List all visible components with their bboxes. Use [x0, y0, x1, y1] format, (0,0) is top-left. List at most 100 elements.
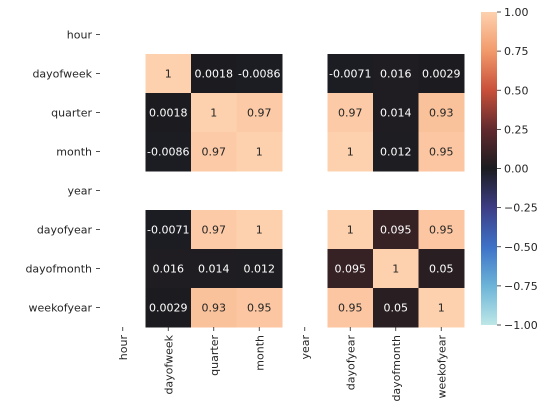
- cell-value-label: 0.97: [247, 107, 272, 120]
- cell-value-label: 0.93: [202, 302, 227, 315]
- heatmap-cell: [418, 93, 465, 133]
- cell-value-label: 0.95: [429, 146, 454, 159]
- heatmap-cell: [145, 93, 192, 133]
- heatmap-cell: [236, 249, 283, 289]
- colorbar-bar: [481, 12, 497, 325]
- y-tick-label: year: [67, 185, 92, 198]
- heatmap-cell: [191, 210, 237, 250]
- heatmap-cell: [418, 210, 465, 250]
- cell-value-label: -0.0086: [238, 68, 280, 81]
- heatmap-cell-labels: 1 0.0018 -0.0086 -0.0071 0.016 0.0029 0.0018 1 0…: [147, 68, 460, 315]
- cell-value-label: -0.0071: [329, 68, 371, 81]
- y-tick-label: quarter: [51, 107, 92, 120]
- x-tick-label: dayofyear: [344, 335, 357, 391]
- heatmap-cell: [236, 54, 283, 94]
- heatmap-cell: [191, 249, 237, 289]
- heatmap-cell: [418, 249, 465, 289]
- y-tick-label: dayofweek: [32, 68, 92, 81]
- heatmap-cell: [418, 54, 465, 94]
- heatmap-cell: [418, 132, 465, 172]
- heatmap-cell: [145, 54, 192, 94]
- heatmap-cell: [327, 288, 374, 328]
- colorbar-tick-label: −0.75: [504, 280, 538, 293]
- colorbar-tick-label: −0.25: [504, 202, 538, 215]
- heatmap-cell: [373, 54, 419, 94]
- cell-value-label: 1: [256, 146, 263, 159]
- colorbar-tick-label: −1.00: [504, 319, 538, 332]
- cell-value-label: 0.095: [335, 263, 367, 276]
- cell-value-label: 0.0029: [149, 302, 188, 315]
- cell-value-label: 0.97: [338, 107, 363, 120]
- cell-value-label: 0.016: [380, 68, 412, 81]
- heatmap-cell: [236, 132, 283, 172]
- cell-value-label: 0.95: [247, 302, 272, 315]
- colorbar-tick-label: 1.00: [504, 6, 529, 19]
- x-tick-label: quarter: [208, 335, 221, 376]
- x-tick-label: year: [299, 335, 312, 360]
- cell-value-label: 0.0018: [149, 107, 188, 120]
- heatmap-cell: [327, 210, 374, 250]
- heatmap-cell: [236, 93, 283, 133]
- cell-value-label: 0.97: [202, 224, 227, 237]
- heatmap-cells: [145, 54, 465, 328]
- x-tick-label: hour: [117, 335, 130, 361]
- heatmap-cell: [327, 54, 374, 94]
- cell-value-label: 0.014: [380, 107, 412, 120]
- x-tick-label: weekofyear: [435, 335, 448, 399]
- cell-value-label: 1: [347, 146, 354, 159]
- x-tick-label: dayofmonth: [390, 335, 403, 402]
- y-axis: hour dayofweek quarter month year dayofyear da…: [25, 29, 100, 315]
- cell-value-label: 0.95: [429, 224, 454, 237]
- heatmap-cell: [191, 54, 237, 94]
- cell-value-label: -0.0086: [147, 146, 189, 159]
- cell-value-label: -0.0071: [147, 224, 189, 237]
- y-tick-label: dayofyear: [37, 224, 93, 237]
- heatmap-cell: [373, 93, 419, 133]
- x-tick-label: month: [253, 335, 266, 371]
- heatmap-cell: [373, 132, 419, 172]
- cell-value-label: 1: [256, 224, 263, 237]
- heatmap-cell: [145, 132, 192, 172]
- heatmap-cell: [236, 210, 283, 250]
- cell-value-label: 1: [165, 68, 172, 81]
- heatmap-cell: [418, 288, 465, 328]
- colorbar-tick-label: −0.50: [504, 241, 538, 254]
- cell-value-label: 1: [392, 263, 399, 276]
- heatmap-cell: [191, 288, 237, 328]
- cell-value-label: 0.095: [380, 224, 412, 237]
- colorbar-tick-label: 0.50: [504, 84, 529, 97]
- heatmap-cell: [191, 132, 237, 172]
- heatmap-cell: [145, 249, 192, 289]
- x-axis: hour dayofweek quarter month year dayofyear da…: [117, 327, 448, 402]
- y-tick-label: month: [56, 146, 92, 159]
- heatmap-cell: [236, 288, 283, 328]
- y-tick-label: weekofyear: [29, 302, 93, 315]
- colorbar: 1.00 0.75 0.50 0.25 0.00 −0.25 −0.50 −0.75 −1.00: [481, 6, 538, 332]
- cell-value-label: 0.0018: [195, 68, 234, 81]
- colorbar-tick-label: 0.75: [504, 45, 529, 58]
- colorbar-tick-label: 0.25: [504, 123, 529, 136]
- heatmap-cell: [373, 210, 419, 250]
- heatmap-cell: [373, 288, 419, 328]
- heatmap-cell: [327, 93, 374, 133]
- cell-value-label: 0.014: [198, 263, 230, 276]
- heatmap-cell: [373, 249, 419, 289]
- cell-value-label: 0.05: [429, 263, 454, 276]
- colorbar-tick-label: 0.00: [504, 163, 529, 176]
- x-tick-label: dayofweek: [162, 334, 175, 394]
- cell-value-label: 1: [347, 224, 354, 237]
- cell-value-label: 0.95: [338, 302, 363, 315]
- heatmap-cell: [191, 93, 237, 133]
- cell-value-label: 0.012: [244, 263, 276, 276]
- cell-value-label: 1: [210, 107, 217, 120]
- heatmap-cell: [145, 210, 192, 250]
- y-tick-label: hour: [67, 29, 93, 42]
- heatmap-cell: [145, 288, 192, 328]
- cell-value-label: 0.93: [429, 107, 454, 120]
- heatmap-cell: [327, 132, 374, 172]
- cell-value-label: 0.016: [153, 263, 185, 276]
- y-tick-label: dayofmonth: [25, 263, 92, 276]
- cell-value-label: 0.97: [202, 146, 227, 159]
- cell-value-label: 0.05: [384, 302, 409, 315]
